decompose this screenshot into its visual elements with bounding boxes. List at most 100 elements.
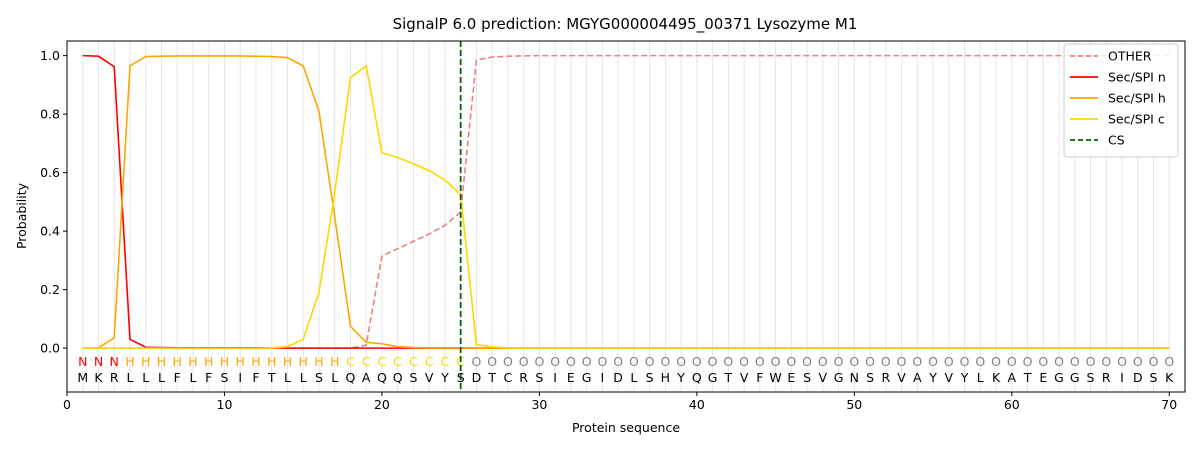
y-tick-label: 0.6 — [40, 165, 60, 180]
region-label: O — [1038, 354, 1048, 369]
region-label: C — [441, 354, 450, 369]
sequence-annotation: MKRLLLFLFSIFTLLSLQAQQSVYSDTCRSIEGIDLSHYQ… — [77, 354, 1174, 385]
residue-gridlines — [82, 41, 1170, 392]
residue-letter: G — [1070, 370, 1080, 385]
residue-letter: T — [724, 370, 733, 385]
region-label: H — [267, 354, 276, 369]
residue-letter: R — [519, 370, 528, 385]
region-label: O — [723, 354, 733, 369]
residue-letter: Q — [692, 370, 702, 385]
residue-letter: L — [284, 370, 291, 385]
residue-letter: L — [127, 370, 134, 385]
x-tick-label: 10 — [217, 397, 233, 412]
residue-letter: F — [205, 370, 212, 385]
region-label: N — [110, 354, 119, 369]
region-label: O — [1117, 354, 1127, 369]
region-label: O — [487, 354, 497, 369]
residue-letter: Y — [928, 370, 937, 385]
residue-letter: D — [613, 370, 623, 385]
residue-letter: I — [238, 370, 242, 385]
residue-letter: E — [567, 370, 575, 385]
residue-letter: G — [582, 370, 592, 385]
region-label: O — [660, 354, 670, 369]
region-label: H — [330, 354, 339, 369]
chart-title: SignalP 6.0 prediction: MGYG000004495_00… — [393, 15, 858, 34]
series-line-sec-spi-c — [82, 64, 1170, 349]
residue-letter: Y — [676, 370, 685, 385]
region-label: O — [503, 354, 513, 369]
legend-label: OTHER — [1108, 49, 1152, 64]
residue-letter: E — [787, 370, 795, 385]
region-label: O — [771, 354, 781, 369]
region-label: O — [692, 354, 702, 369]
region-label: O — [849, 354, 859, 369]
region-label: H — [173, 354, 182, 369]
residue-letter: R — [1102, 370, 1111, 385]
residue-letter: D — [472, 370, 482, 385]
x-tick-label: 30 — [531, 397, 547, 412]
region-label: O — [960, 354, 970, 369]
legend-label: Sec/SPI c — [1108, 112, 1165, 127]
x-tick-label: 50 — [846, 397, 862, 412]
residue-letter: L — [189, 370, 196, 385]
y-tick-label: 0.4 — [40, 224, 60, 239]
series-line-sec-spi-h — [82, 55, 1170, 349]
residue-letter: N — [850, 370, 859, 385]
residue-letter: L — [630, 370, 637, 385]
region-label: O — [1070, 354, 1080, 369]
region-label: C — [393, 354, 402, 369]
residue-letter: K — [94, 370, 103, 385]
residue-letter: C — [504, 370, 513, 385]
region-label: O — [519, 354, 529, 369]
legend-label: Sec/SPI h — [1108, 91, 1166, 106]
region-label: O — [645, 354, 655, 369]
x-tick-label: 20 — [374, 397, 390, 412]
y-tick-label: 0.2 — [40, 282, 60, 297]
region-label: O — [1164, 354, 1174, 369]
region-label: O — [912, 354, 922, 369]
region-label: H — [141, 354, 150, 369]
residue-letter: A — [913, 370, 922, 385]
residue-letter: S — [866, 370, 874, 385]
y-axis-label: Probability — [14, 182, 29, 249]
residue-letter: S — [803, 370, 811, 385]
region-label: O — [1007, 354, 1017, 369]
region-label: O — [818, 354, 828, 369]
region-label: O — [708, 354, 718, 369]
region-label: C — [425, 354, 434, 369]
residue-letter: F — [252, 370, 259, 385]
y-tick-label: 1.0 — [40, 48, 60, 63]
region-label: O — [582, 354, 592, 369]
residue-letter: I — [553, 370, 557, 385]
x-tick-label: 0 — [63, 397, 71, 412]
residue-letter: W — [769, 370, 781, 385]
region-label: O — [991, 354, 1001, 369]
region-label: H — [204, 354, 213, 369]
region-label: O — [471, 354, 481, 369]
residue-letter: F — [756, 370, 763, 385]
residue-letter: K — [1165, 370, 1174, 385]
residue-letter: A — [1008, 370, 1017, 385]
residue-letter: Y — [440, 370, 449, 385]
residue-letter: L — [331, 370, 338, 385]
region-label: H — [157, 354, 166, 369]
residue-letter: I — [601, 370, 605, 385]
region-label: H — [314, 354, 323, 369]
region-label: O — [897, 354, 907, 369]
legend-box — [1063, 43, 1179, 158]
residue-letter: T — [1023, 370, 1032, 385]
residue-letter: V — [819, 370, 828, 385]
region-label: O — [834, 354, 844, 369]
residue-letter: Q — [393, 370, 403, 385]
residue-letter: Y — [960, 370, 969, 385]
residue-letter: L — [158, 370, 165, 385]
region-label: O — [1054, 354, 1064, 369]
residue-letter: Q — [377, 370, 387, 385]
region-label: C — [362, 354, 371, 369]
residue-letter: V — [425, 370, 434, 385]
residue-letter: S — [220, 370, 228, 385]
residue-letter: D — [1133, 370, 1143, 385]
residue-letter: S — [646, 370, 654, 385]
region-label: O — [534, 354, 544, 369]
